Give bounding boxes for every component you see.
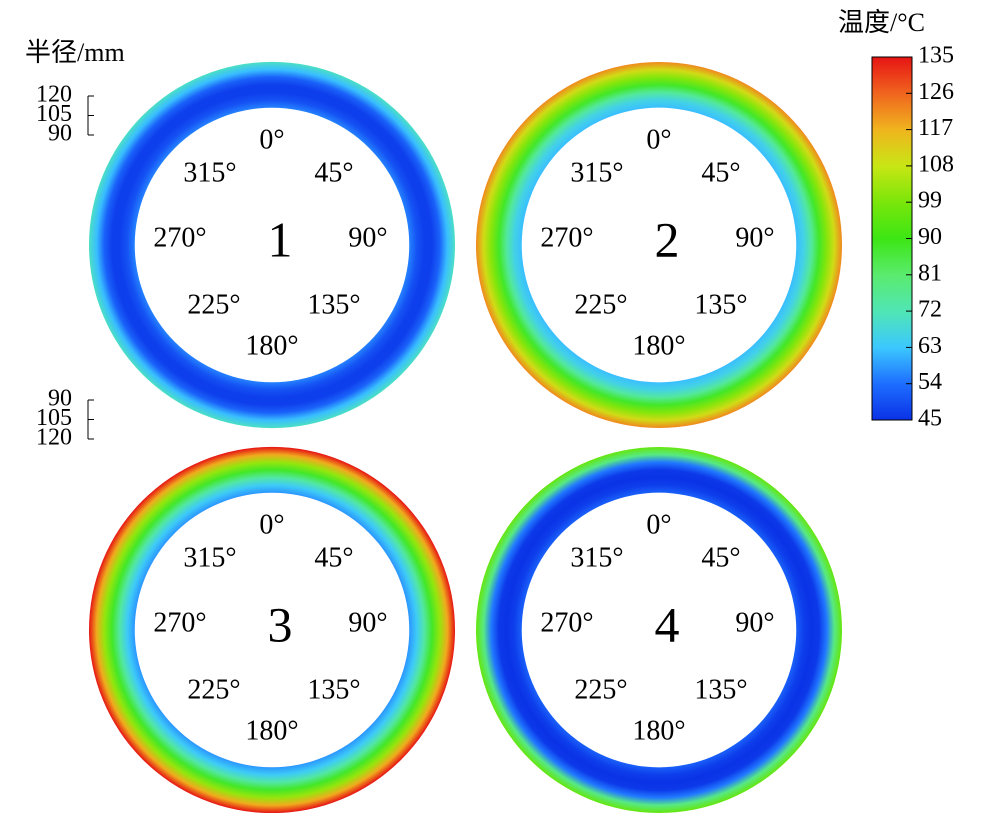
angle-label: 270° [153,607,206,638]
angle-label: 315° [570,157,623,188]
radius-label: 半径/mm [25,38,125,67]
angle-label: 135° [307,289,360,320]
radius-tick-label: 120 [36,425,72,451]
panel-label: 4 [655,596,680,652]
angle-label: 90° [348,607,387,638]
angle-label: 135° [694,289,747,320]
angle-label: 315° [183,157,236,188]
angle-label: 180° [245,330,298,361]
angle-label: 225° [574,289,627,320]
colorbar-tick-label: 135 [918,43,954,69]
colorbar [871,56,913,421]
colorbar-tick-label: 117 [918,115,953,141]
angle-label: 180° [632,330,685,361]
angle-label: 225° [187,289,240,320]
panel-label: 3 [268,596,293,652]
colorbar-tick-label: 45 [918,406,942,432]
angle-label: 90° [348,222,387,253]
angle-label: 90° [735,607,774,638]
angle-label: 135° [694,674,747,705]
colorbar-tick-label: 63 [918,333,942,359]
radius-tick-label: 90 [48,121,72,147]
colorbar-title: 温度/°C [838,8,925,37]
radius-tick-label: 105 [36,405,72,431]
angle-label: 180° [632,715,685,746]
angle-label: 90° [735,222,774,253]
angle-label: 270° [153,222,206,253]
angle-label: 315° [570,542,623,573]
colorbar-tick-label: 90 [918,224,942,250]
colorbar-tick-label: 108 [918,151,954,177]
angle-label: 135° [307,674,360,705]
angle-label: 45° [314,542,353,573]
colorbar-tick-label: 72 [918,297,942,323]
angle-label: 315° [183,542,236,573]
angle-label: 180° [245,715,298,746]
radius-tick-label: 120 [36,82,72,108]
angle-label: 270° [540,222,593,253]
angle-label: 270° [540,607,593,638]
colorbar-tick-label: 81 [918,260,942,286]
colorbar-tick-label: 126 [918,79,954,105]
angle-label: 225° [187,674,240,705]
panel-label: 1 [268,211,293,267]
angle-label: 45° [314,157,353,188]
colorbar-tick-label: 54 [918,369,942,395]
panel-label: 2 [655,211,680,267]
angle-label: 45° [701,542,740,573]
angle-label: 0° [259,509,284,540]
radius-tick-label: 90 [48,386,72,412]
colorbar-tick-label: 99 [918,188,942,214]
angle-label: 0° [259,124,284,155]
radius-tick-label: 105 [36,101,72,127]
angle-label: 0° [646,509,671,540]
angle-label: 45° [701,157,740,188]
angle-label: 0° [646,124,671,155]
angle-label: 225° [574,674,627,705]
